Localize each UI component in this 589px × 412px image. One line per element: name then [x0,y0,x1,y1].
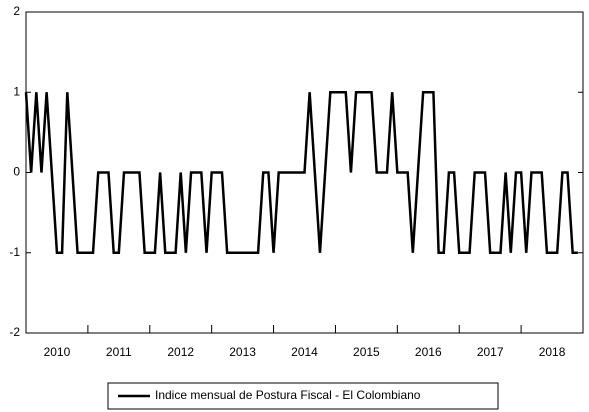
x-tick-label: 2017 [477,345,504,359]
x-tick-label: 2018 [539,345,566,359]
y-tick-label: -2 [9,325,20,339]
legend-box [107,382,499,410]
x-tick-label: 2016 [415,345,442,359]
y-tick-label: 1 [13,84,20,98]
x-tick-label: 2012 [167,345,194,359]
legend-label: Indice mensual de Postura Fiscal - El Co… [155,388,421,402]
x-tick-label: 2015 [353,345,380,359]
y-tick-label: -1 [9,245,20,259]
y-tick-label: 2 [13,4,20,18]
x-tick-label: 2010 [44,345,71,359]
y-tick-label: 0 [13,165,20,179]
x-tick-label: 2014 [291,345,318,359]
x-tick-label: 2013 [229,345,256,359]
series-line [24,91,578,254]
x-tick-label: 2011 [106,345,132,359]
